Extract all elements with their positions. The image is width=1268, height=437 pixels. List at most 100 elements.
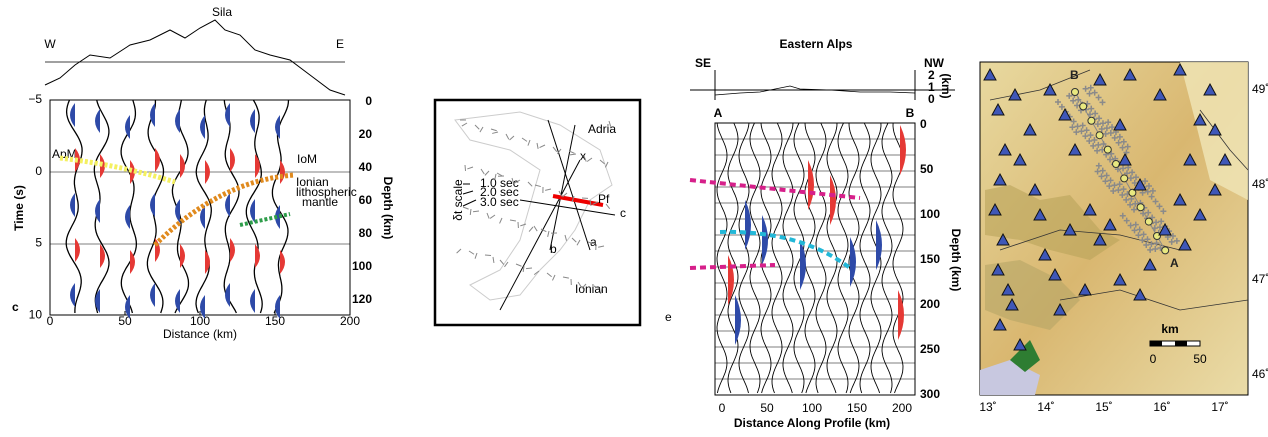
trace-fill [225,283,230,307]
trace-fill [255,154,260,178]
lon-tick-label: 14˚ [1037,400,1054,414]
trace-fill [150,103,155,127]
split-tick [480,127,483,132]
trace [172,100,188,313]
split-tick [506,134,509,139]
interface [720,232,850,268]
split-tick [528,182,532,186]
trace [816,123,826,393]
split-tick [587,158,592,162]
split-tick [526,268,532,269]
split-tick [462,123,467,126]
lon-tick-label: 15˚ [1095,400,1112,414]
trace-fill [225,193,230,217]
scale-tick: 50 [1193,352,1207,366]
split-tick [540,145,545,148]
trace-fill [70,103,75,127]
label: x [580,149,586,163]
trace [882,123,892,393]
trace [739,123,749,393]
trace-fill [75,238,80,262]
depth-tick-label: 20 [359,127,373,141]
split-tick [491,129,497,131]
depth-tick-label: 50 [920,162,934,176]
trace-fill [70,193,75,217]
depth-tick-label: 40 [359,160,373,174]
west: W [44,37,56,51]
trace-fill [150,193,155,217]
profile-point [1145,218,1152,225]
y-tick-label: 5 [35,236,42,250]
split-tick [598,246,604,247]
trace-fill [205,160,210,184]
split-tick [516,264,522,266]
scale-unit: km [1161,322,1178,336]
split-tick [510,220,516,221]
depth-tick-label: 100 [920,207,940,221]
trace [272,100,288,313]
split-tick [470,209,471,215]
split-tick [537,143,538,149]
split-tick [534,226,537,231]
split-tick [490,215,495,218]
split-tick [492,132,498,133]
east: E [336,37,344,51]
lon-tick-label: 13˚ [979,400,996,414]
split-tick [572,238,576,242]
title: Eastern Alps [780,37,853,51]
profile-point [1104,146,1111,153]
trace [728,123,738,393]
x-tick-label: 0 [719,401,726,415]
profile-point [1113,161,1120,168]
trace-fill [280,250,285,274]
split-tick [481,169,484,174]
lon-tick-label: 16˚ [1153,400,1170,414]
left-end: SE [695,56,711,70]
trace-fill [255,244,260,268]
split-tick [500,260,504,265]
y-tick-label: −5 [28,92,42,106]
point-a: A [1170,256,1179,270]
split-tick [548,231,549,237]
scale-tick: 0 [1150,352,1157,366]
split-tick [605,162,608,167]
split-tick [522,138,527,141]
y-axis-label: Time (s) [12,185,26,231]
trace-fill [762,215,768,265]
point-b: B [1070,68,1079,82]
split-tick [465,165,466,171]
label: c [620,206,626,220]
split-tick [485,171,489,175]
coastline [455,112,612,300]
x-tick-label: 150 [847,401,867,415]
split-tick [547,273,552,277]
x-tick-label: 200 [340,314,360,328]
trace-fill [70,283,75,307]
profile-point [1096,132,1103,139]
scale-title: δt scale [451,179,465,221]
trace-fill [175,199,180,223]
split-tick [563,277,569,278]
trace [805,123,815,393]
split-tick [500,218,502,223]
split-tick [565,235,567,241]
profile-line [550,125,575,250]
y-tick-label: 10 [29,307,43,321]
depth-tick-label: 60 [359,193,373,207]
trace-fill [200,115,205,139]
trace-fill [275,115,280,139]
trace-fill [180,244,185,268]
depth-tick-label: 100 [352,259,372,273]
trace-fill [250,289,255,313]
lat-tick-label: 48˚ [1252,177,1268,191]
profile-point [1080,103,1087,110]
trace-fill [125,205,130,229]
panel-e: e Eastern Alps SE NW A B (km) 2 1 0 Dept… [665,37,963,430]
title: Sila [212,5,232,19]
annotation: IoM [297,152,317,166]
trace-fill [180,154,185,178]
split-tick [467,167,473,169]
x-tick-label: 0 [47,314,54,328]
split-tick [529,227,533,232]
trace-fill [175,289,180,313]
